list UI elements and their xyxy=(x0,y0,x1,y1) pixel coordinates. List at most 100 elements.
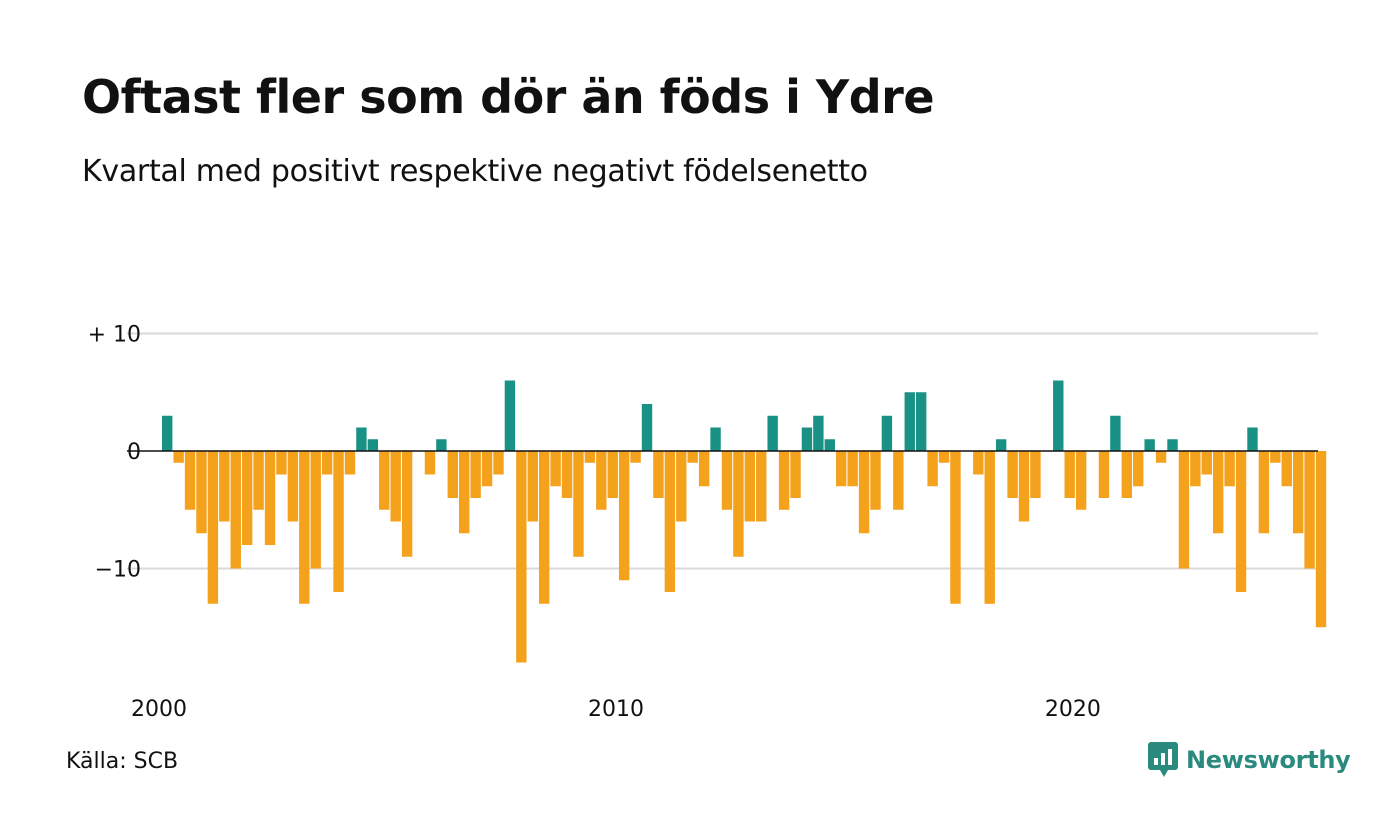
bar-negative xyxy=(721,451,733,510)
bar-negative xyxy=(287,451,299,522)
bar-negative xyxy=(310,451,321,569)
bar-negative xyxy=(573,451,584,557)
bar-positive xyxy=(356,427,367,451)
x-tick-label: 2000 xyxy=(131,697,187,722)
bar-negative xyxy=(630,451,641,463)
bar-positive xyxy=(367,439,379,451)
bar-negative xyxy=(527,451,538,522)
bar-negative xyxy=(744,451,756,522)
bar-negative xyxy=(321,451,333,475)
bar-positive xyxy=(641,404,653,451)
bar-negative xyxy=(481,451,493,487)
bar-negative xyxy=(207,451,219,604)
bar-negative xyxy=(1064,451,1075,498)
bar-negative xyxy=(1201,451,1212,475)
bar-negative xyxy=(1190,451,1201,487)
brand-logo: Newsworthy xyxy=(1148,742,1351,778)
bar-negative xyxy=(344,451,356,475)
bar-negative xyxy=(1292,451,1304,534)
y-tick-label: 0 xyxy=(127,440,141,465)
chart-subtitle: Kvartal med positivt respektive negativt… xyxy=(82,154,868,189)
bar-positive xyxy=(162,415,173,451)
y-tick-label: −10 xyxy=(95,558,141,583)
bar-negative xyxy=(733,451,744,557)
bar-negative xyxy=(470,451,481,498)
bar-negative xyxy=(379,451,390,510)
bar-negative xyxy=(973,451,984,475)
x-tick-label: 2020 xyxy=(1045,697,1101,722)
bar-negative xyxy=(653,451,664,498)
bar-negative xyxy=(790,451,801,498)
bar-negative xyxy=(459,451,470,534)
bar-negative xyxy=(870,451,881,510)
y-tick-label: + 10 xyxy=(88,323,141,348)
bar-negative xyxy=(778,451,790,510)
bar-negative xyxy=(950,451,961,604)
bar-negative xyxy=(1224,451,1235,487)
bar-negative xyxy=(390,451,401,522)
bar-negative xyxy=(1258,451,1270,534)
bar-negative xyxy=(196,451,207,534)
bar-negative xyxy=(1075,451,1087,510)
bar-negative xyxy=(516,451,527,663)
bar-negative xyxy=(836,451,847,487)
bar-negative xyxy=(1155,451,1167,463)
brand-name: Newsworthy xyxy=(1186,746,1351,774)
bar-negative xyxy=(1030,451,1041,498)
bar-negative xyxy=(401,451,413,557)
bar-positive xyxy=(801,427,813,451)
bar-negative xyxy=(264,451,276,545)
bar-negative xyxy=(698,451,710,487)
bar-negative xyxy=(241,451,253,545)
bar-negative xyxy=(424,451,436,475)
bar-negative xyxy=(1018,451,1030,522)
bar-negative xyxy=(1007,451,1018,498)
bar-positive xyxy=(824,439,835,451)
bar-positive xyxy=(915,392,927,451)
bar-negative xyxy=(1270,451,1281,463)
bar-negative xyxy=(230,451,241,569)
bar-negative xyxy=(1281,451,1292,487)
bar-negative xyxy=(756,451,767,522)
bar-negative xyxy=(847,451,858,487)
bar-negative xyxy=(299,451,310,604)
bar-positive xyxy=(710,427,721,451)
bar-positive xyxy=(813,415,824,451)
chart-title: Oftast fler som dör än föds i Ydre xyxy=(82,70,935,124)
bar-negative xyxy=(333,451,344,592)
bar-negative xyxy=(219,451,230,522)
bar-negative xyxy=(184,451,196,510)
bar-positive xyxy=(995,439,1007,451)
bar-negative xyxy=(1304,451,1315,569)
bar-positive xyxy=(1167,439,1178,451)
bar-positive xyxy=(1110,415,1121,451)
bar-positive xyxy=(504,380,516,451)
bar-negative xyxy=(893,451,904,510)
x-tick-label: 2010 xyxy=(588,697,644,722)
newsworthy-logo-icon xyxy=(1148,742,1178,777)
bar-negative xyxy=(493,451,504,475)
bar-negative xyxy=(538,451,550,604)
bar-negative xyxy=(984,451,995,604)
bar-negative xyxy=(276,451,287,475)
bar-positive xyxy=(1053,380,1064,451)
bar-positive xyxy=(881,415,893,451)
bar-positive xyxy=(436,439,447,451)
bar-negative xyxy=(858,451,870,534)
source-note: Källa: SCB xyxy=(66,749,179,774)
bar-negative xyxy=(618,451,630,581)
bar-negative xyxy=(607,451,618,498)
bar-negative xyxy=(687,451,698,463)
bar-positive xyxy=(767,415,778,451)
bar-negative xyxy=(938,451,950,463)
bar-negative xyxy=(596,451,607,510)
bar-negative xyxy=(1235,451,1247,592)
bar-negative xyxy=(1213,451,1224,534)
bar-positive xyxy=(1144,439,1155,451)
bar-negative xyxy=(1315,451,1327,628)
bar-negative xyxy=(584,451,596,463)
bar-negative xyxy=(173,451,184,463)
bar-negative xyxy=(1178,451,1190,569)
bar-positive xyxy=(1247,427,1258,451)
